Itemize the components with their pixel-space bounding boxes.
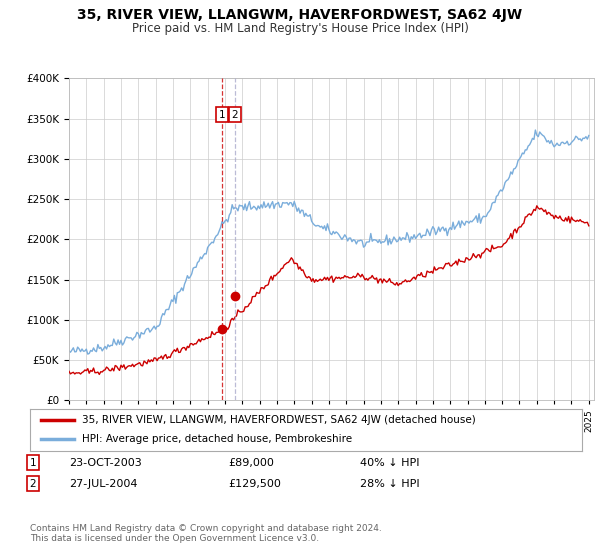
Text: 27-JUL-2004: 27-JUL-2004	[69, 479, 137, 489]
Text: £89,000: £89,000	[228, 458, 274, 468]
Text: Price paid vs. HM Land Registry's House Price Index (HPI): Price paid vs. HM Land Registry's House …	[131, 22, 469, 35]
Text: 2: 2	[29, 479, 37, 489]
Text: HPI: Average price, detached house, Pembrokeshire: HPI: Average price, detached house, Pemb…	[82, 435, 353, 445]
Text: £129,500: £129,500	[228, 479, 281, 489]
Text: 23-OCT-2003: 23-OCT-2003	[69, 458, 142, 468]
Text: 35, RIVER VIEW, LLANGWM, HAVERFORDWEST, SA62 4JW: 35, RIVER VIEW, LLANGWM, HAVERFORDWEST, …	[77, 8, 523, 22]
Text: 1: 1	[218, 110, 225, 120]
Text: 40% ↓ HPI: 40% ↓ HPI	[360, 458, 419, 468]
Text: 35, RIVER VIEW, LLANGWM, HAVERFORDWEST, SA62 4JW (detached house): 35, RIVER VIEW, LLANGWM, HAVERFORDWEST, …	[82, 415, 476, 425]
Text: 1: 1	[29, 458, 37, 468]
Text: 2: 2	[232, 110, 238, 120]
Text: Contains HM Land Registry data © Crown copyright and database right 2024.
This d: Contains HM Land Registry data © Crown c…	[30, 524, 382, 543]
Text: 28% ↓ HPI: 28% ↓ HPI	[360, 479, 419, 489]
